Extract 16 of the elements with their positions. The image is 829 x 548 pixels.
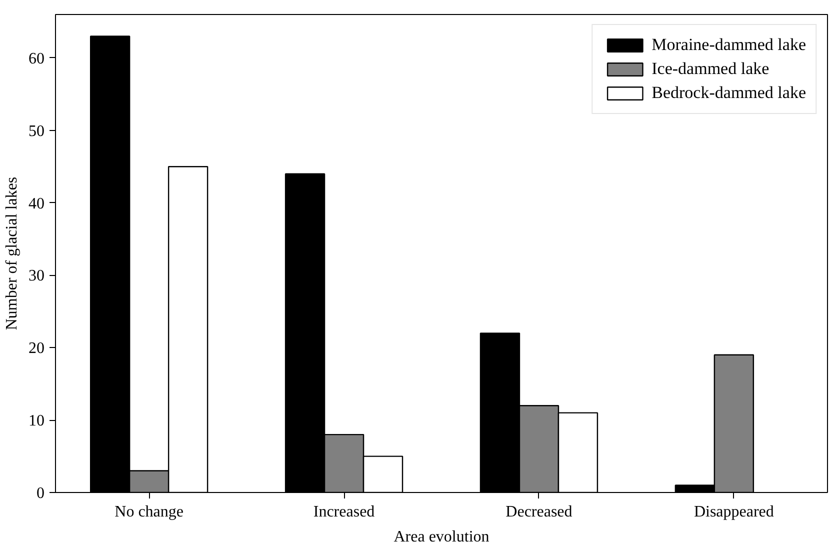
y-tick-label: 10 [28,412,44,430]
legend-label: Moraine-dammed lake [652,35,806,55]
x-tick-label: Decreased [506,504,572,520]
y-tick-label: 30 [28,268,44,285]
y-tick-label: 60 [28,50,44,68]
y-tick-label: 50 [28,122,44,140]
x-tick-label: Disappeared [694,504,774,520]
legend-label: Ice-dammed lake [652,59,770,79]
y-tick-label: 0 [36,485,44,502]
x-tick-label: No change [114,504,184,520]
y-tick-label: 40 [28,195,44,212]
x-tick-label: Increased [313,504,375,520]
y-tick-label: 20 [28,340,44,358]
x-axis-title: Area evolution [394,528,490,546]
legend-label: Bedrock-dammed lake [652,83,806,103]
y-axis-title: Number of glacial lakes [4,176,20,330]
